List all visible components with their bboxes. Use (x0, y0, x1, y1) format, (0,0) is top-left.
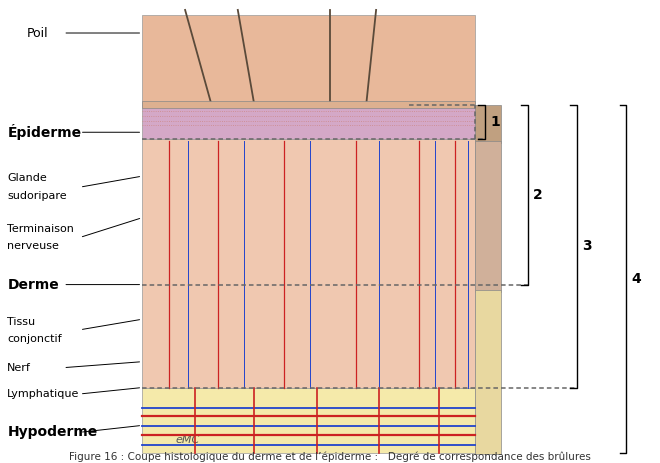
Text: Glande: Glande (7, 174, 47, 183)
Text: 4: 4 (632, 272, 642, 286)
Text: sudoripare: sudoripare (7, 191, 67, 201)
Text: 1: 1 (490, 115, 500, 129)
Text: Épiderme: Épiderme (7, 124, 81, 140)
Text: Poil: Poil (27, 26, 49, 39)
Text: Derme: Derme (7, 278, 59, 292)
Text: Lymphatique: Lymphatique (7, 389, 80, 399)
Text: Terminaison: Terminaison (7, 224, 74, 234)
Bar (143, 139, 475, 388)
Text: 3: 3 (582, 239, 592, 253)
Text: Nerf: Nerf (7, 363, 31, 373)
Text: nerveuse: nerveuse (7, 241, 59, 251)
Bar (143, 14, 475, 105)
Bar (475, 290, 501, 454)
Text: Tissu: Tissu (7, 317, 36, 326)
Text: 2: 2 (533, 188, 543, 201)
Text: Hypoderme: Hypoderme (7, 425, 98, 439)
Text: éMC: éMC (175, 435, 199, 445)
Bar (475, 105, 501, 143)
Bar (143, 101, 475, 108)
Text: Figure 16 : Coupe histologique du derme et de l’épiderme :   Degré de correspond: Figure 16 : Coupe histologique du derme … (69, 451, 591, 462)
Bar (143, 388, 475, 453)
Text: conjonctif: conjonctif (7, 334, 62, 344)
Bar (475, 142, 501, 292)
Bar (143, 105, 475, 139)
